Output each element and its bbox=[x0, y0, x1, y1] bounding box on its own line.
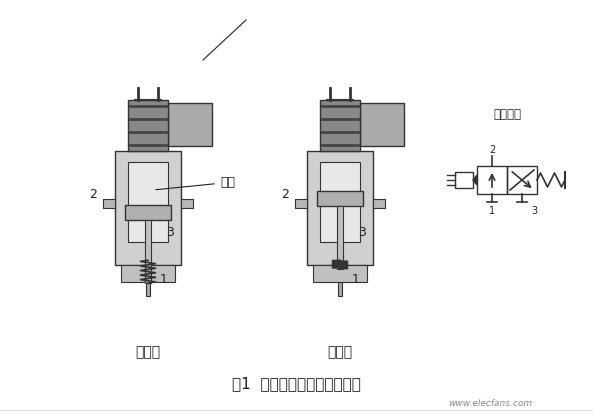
Text: www.elecfans.com: www.elecfans.com bbox=[448, 399, 532, 408]
Bar bbox=[122, 265, 174, 282]
Bar bbox=[337, 206, 343, 269]
Bar bbox=[313, 265, 366, 282]
Bar bbox=[317, 191, 364, 206]
Bar bbox=[145, 220, 151, 283]
Bar bbox=[181, 199, 193, 208]
Bar bbox=[320, 163, 360, 242]
Text: 2: 2 bbox=[281, 188, 289, 201]
Bar bbox=[320, 100, 360, 151]
Bar bbox=[361, 102, 403, 146]
Text: 1: 1 bbox=[352, 273, 360, 286]
Text: 图形符号: 图形符号 bbox=[493, 108, 521, 121]
Text: 1: 1 bbox=[489, 206, 495, 216]
Bar bbox=[103, 199, 115, 208]
Bar bbox=[146, 282, 150, 296]
Text: 3: 3 bbox=[358, 226, 366, 239]
Bar bbox=[125, 205, 171, 220]
Text: 换向后: 换向后 bbox=[327, 345, 353, 359]
Bar bbox=[295, 199, 307, 208]
Text: 3: 3 bbox=[166, 226, 174, 239]
Bar bbox=[477, 166, 507, 194]
Bar bbox=[338, 282, 342, 296]
Text: 换向前: 换向前 bbox=[135, 345, 161, 359]
Text: 1: 1 bbox=[160, 273, 168, 286]
Text: 2: 2 bbox=[489, 145, 495, 155]
Text: 图1  先导式电磁阀结构示意图: 图1 先导式电磁阀结构示意图 bbox=[231, 376, 361, 391]
Bar bbox=[168, 102, 212, 146]
Bar bbox=[455, 172, 473, 188]
Bar bbox=[507, 166, 537, 194]
Bar bbox=[307, 151, 373, 265]
Text: 3: 3 bbox=[531, 206, 537, 216]
Bar bbox=[128, 100, 168, 151]
Bar bbox=[128, 163, 168, 242]
Polygon shape bbox=[473, 175, 477, 185]
Text: 2: 2 bbox=[89, 188, 97, 201]
Bar bbox=[115, 151, 181, 265]
Bar bbox=[373, 199, 385, 208]
Text: 主阀: 主阀 bbox=[156, 176, 235, 190]
